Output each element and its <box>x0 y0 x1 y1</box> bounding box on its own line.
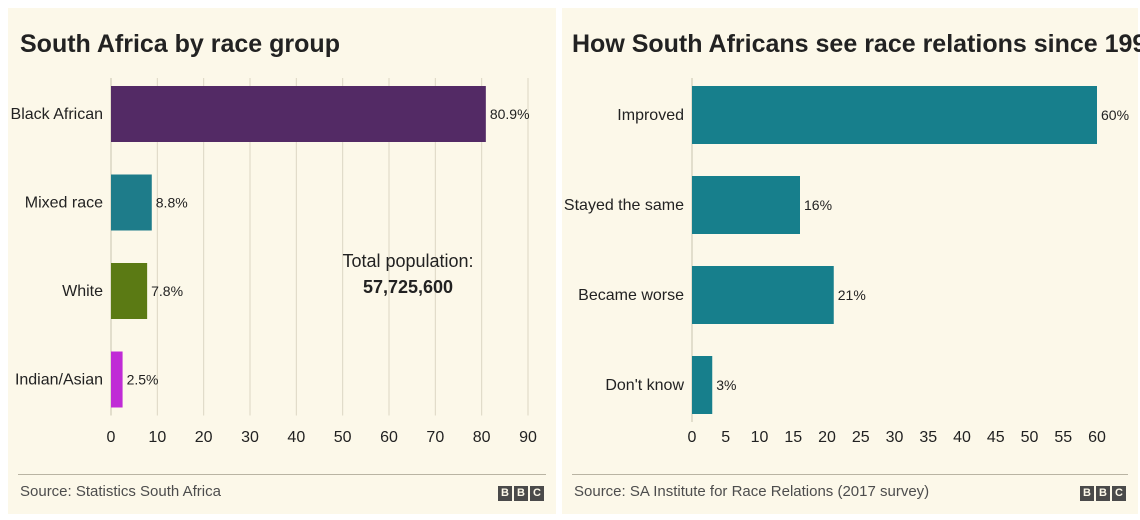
bar-chart-left: 0 10 20 30 40 50 60 70 80 90 Black African 80.9% Mix… <box>11 78 537 446</box>
x-tick-label: 45 <box>987 429 1005 446</box>
logo-letter: B <box>1096 486 1110 501</box>
data-label: 80.9% <box>490 106 530 122</box>
x-tick-label: 30 <box>241 429 259 446</box>
bar <box>111 351 123 408</box>
chart-panel-left: South Africa by race group 0 10 20 30 40 50 60… <box>8 8 556 514</box>
x-tick-label: 90 <box>519 429 537 446</box>
logo-letter: B <box>498 486 512 501</box>
bbc-logo: B B C <box>498 486 544 501</box>
footer-divider <box>572 474 1128 475</box>
x-tick-label: 60 <box>380 429 398 446</box>
x-tick-label: 10 <box>751 429 769 446</box>
x-tick-label: 80 <box>473 429 491 446</box>
source-note-right: Source: SA Institute for Race Relations … <box>574 483 930 500</box>
chart-title-right: How South Africans see race relations si… <box>572 30 1140 58</box>
x-tick-label: 40 <box>953 429 971 446</box>
category-label: Stayed the same <box>564 197 684 214</box>
x-tick-label: 55 <box>1054 429 1072 446</box>
total-population-label: Total population: <box>342 251 474 271</box>
chart-title-left: South Africa by race group <box>20 30 340 58</box>
bar <box>111 86 486 142</box>
x-tick-label: 20 <box>818 429 836 446</box>
chart-panel-right: How South Africans see race relations si… <box>562 8 1140 514</box>
x-tick-label: 25 <box>852 429 870 446</box>
logo-letter: B <box>514 486 528 501</box>
x-tick-label: 40 <box>287 429 305 446</box>
category-label: Became worse <box>578 287 684 304</box>
data-label: 21% <box>838 287 866 303</box>
data-label: 2.5% <box>127 372 159 388</box>
x-tick-label: 35 <box>919 429 937 446</box>
source-note-left: Source: Statistics South Africa <box>20 483 221 500</box>
x-tick-label: 30 <box>886 429 904 446</box>
bar <box>692 86 1097 144</box>
data-label: 3% <box>716 377 736 393</box>
data-label: 8.8% <box>156 195 188 211</box>
logo-letter: C <box>530 486 544 501</box>
x-tick-label: 50 <box>334 429 352 446</box>
footer-divider <box>18 474 546 475</box>
x-tick-label: 70 <box>426 429 444 446</box>
logo-letter: C <box>1112 486 1126 501</box>
x-tick-label: 0 <box>107 429 116 446</box>
category-label: Mixed race <box>25 195 103 212</box>
logo-letter: B <box>1080 486 1094 501</box>
bar <box>111 263 148 319</box>
x-tick-label: 50 <box>1021 429 1039 446</box>
total-population-value: 57,725,600 <box>362 277 454 297</box>
bar-chart-right: 0 5 10 15 20 25 30 35 40 45 50 55 60 Improved 60% Staye… <box>564 78 1129 446</box>
data-label: 60% <box>1101 107 1129 123</box>
bar <box>692 356 713 414</box>
x-tick-label: 60 <box>1088 429 1106 446</box>
bbc-logo: B B C <box>1080 486 1126 501</box>
bar <box>692 266 834 324</box>
bar <box>692 176 800 234</box>
x-tick-label: 0 <box>688 429 697 446</box>
category-label: Improved <box>617 107 684 124</box>
x-tick-label: 10 <box>148 429 166 446</box>
x-tick-label: 15 <box>784 429 802 446</box>
data-label: 7.8% <box>151 283 183 299</box>
category-label: Indian/Asian <box>15 372 103 389</box>
x-tick-label: 20 <box>195 429 213 446</box>
x-tick-label: 5 <box>721 429 730 446</box>
category-label: Don't know <box>605 377 684 394</box>
bar <box>111 174 152 231</box>
total-population-annotation: Total population: 57,725,600 <box>338 248 478 300</box>
category-label: Black African <box>11 106 103 123</box>
category-label: White <box>62 283 103 300</box>
data-label: 16% <box>804 197 832 213</box>
